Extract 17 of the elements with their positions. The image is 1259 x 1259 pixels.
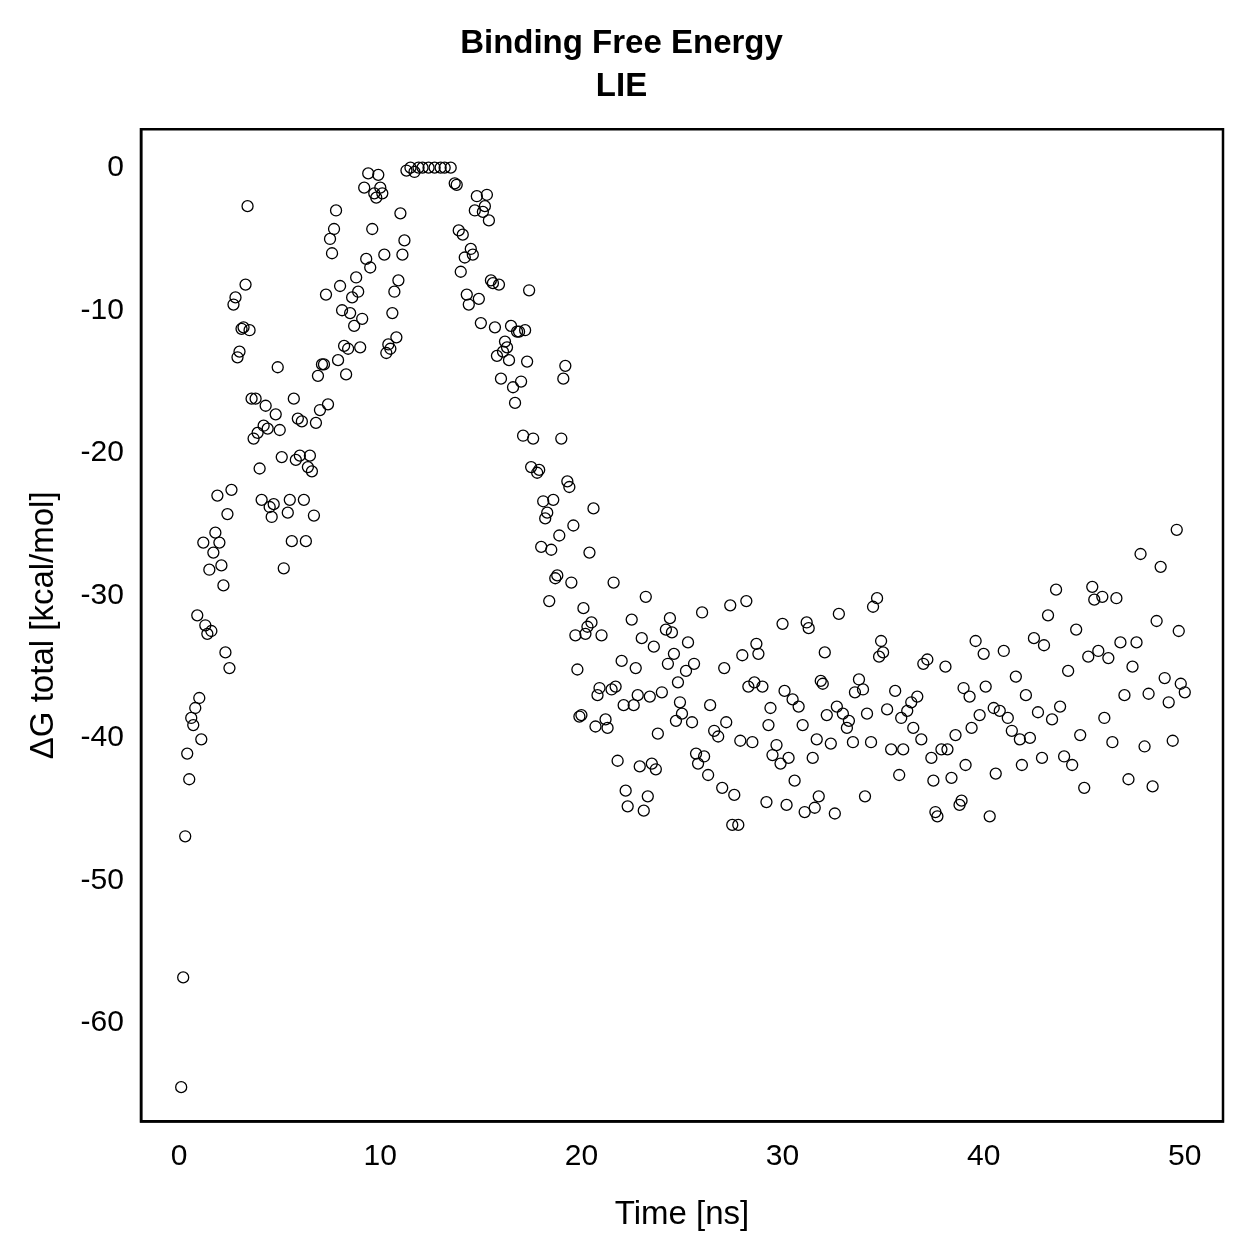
y-tick-label: -60	[80, 1004, 124, 1038]
x-tick-label: 0	[170, 1137, 188, 1171]
chart-title: Binding Free Energy	[460, 22, 784, 60]
y-tick-label: -50	[80, 861, 124, 895]
x-tick-label: 30	[765, 1137, 800, 1171]
y-tick-label: -20	[80, 434, 124, 468]
x-tick-label: 50	[1168, 1137, 1202, 1171]
y-axis-title: ΔG total [kcal/mol]	[22, 491, 60, 760]
x-tick-label: 20	[564, 1137, 599, 1171]
x-axis-title: Time [ns]	[614, 1194, 750, 1232]
x-tick-label: 10	[363, 1137, 397, 1171]
y-tick-label: -30	[80, 576, 124, 610]
chart-subtitle: LIE	[595, 66, 648, 104]
x-tick-label: 40	[966, 1137, 1001, 1171]
y-tick-label: -10	[80, 291, 124, 325]
y-tick-label: 0	[107, 148, 124, 182]
y-tick-label: -40	[80, 719, 124, 753]
